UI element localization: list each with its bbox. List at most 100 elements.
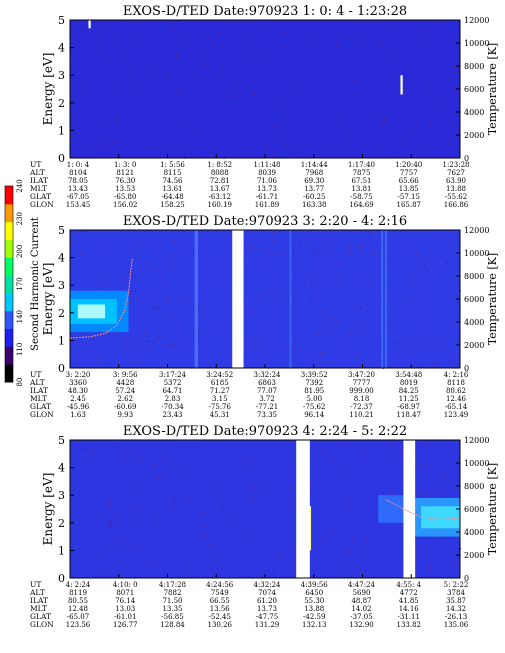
noise-speck: [456, 110, 458, 112]
noise-speck: [249, 536, 251, 538]
noise-speck: [116, 334, 118, 336]
noise-speck: [141, 27, 143, 29]
noise-speck: [438, 364, 440, 366]
noise-speck: [455, 561, 457, 563]
noise-speck: [441, 237, 443, 239]
noise-speck: [177, 445, 179, 447]
noise-speck: [126, 49, 128, 51]
ephemeris-value: -47.75: [256, 613, 278, 621]
noise-speck: [326, 140, 328, 142]
noise-speck: [232, 465, 234, 467]
noise-speck: [188, 141, 190, 143]
noise-speck: [83, 85, 85, 87]
noise-speck: [188, 574, 190, 576]
noise-speck: [156, 523, 158, 524]
noise-speck: [201, 472, 203, 474]
ephemeris-value: 3784: [447, 589, 465, 597]
noise-speck: [256, 251, 258, 253]
ephemeris-row-label: ILAT: [30, 386, 48, 395]
noise-speck: [80, 254, 82, 256]
noise-speck: [157, 477, 159, 479]
noise-speck: [359, 278, 361, 280]
noise-speck: [340, 47, 342, 49]
noise-speck: [452, 450, 454, 452]
ephemeris-row-label: GLON: [30, 620, 54, 629]
ephemeris-value: 3:32:24: [254, 371, 282, 379]
ephemeris-value: 4:47:24: [348, 581, 376, 589]
noise-speck: [150, 117, 152, 119]
noise-speck: [165, 81, 167, 83]
noise-speck: [268, 77, 270, 79]
noise-speck: [82, 504, 84, 506]
noise-speck: [293, 544, 295, 546]
noise-speck: [402, 524, 404, 525]
noise-speck: [148, 303, 150, 304]
noise-speck: [185, 511, 187, 512]
noise-speck: [207, 64, 209, 66]
noise-speck: [372, 466, 374, 468]
noise-speck: [233, 509, 235, 511]
noise-speck: [439, 339, 441, 341]
y-tick-label: 4: [58, 462, 65, 475]
noise-speck: [107, 152, 109, 154]
noise-speck: [231, 363, 233, 365]
noise-speck: [293, 301, 295, 303]
noise-speck: [175, 55, 177, 57]
colorbar-segment: [5, 257, 13, 276]
noise-speck: [414, 85, 416, 86]
noise-speck: [257, 540, 259, 542]
noise-speck: [357, 255, 359, 257]
noise-speck: [229, 473, 231, 475]
y2-axis-label: Temperature [K]: [486, 463, 499, 555]
noise-speck: [427, 46, 429, 48]
ephemeris-value: 128.84: [160, 621, 185, 629]
noise-speck: [132, 289, 134, 291]
ephemeris-value: 5690: [353, 589, 371, 597]
noise-speck: [132, 40, 134, 42]
noise-speck: [135, 358, 137, 360]
noise-speck: [142, 138, 144, 140]
noise-speck: [432, 344, 434, 346]
noise-speck: [314, 271, 316, 273]
noise-speck: [144, 332, 146, 333]
noise-speck: [164, 92, 166, 93]
noise-speck: [219, 150, 221, 152]
noise-speck: [436, 267, 438, 269]
noise-speck: [315, 134, 317, 136]
noise-speck: [344, 547, 346, 549]
noise-speck: [370, 275, 372, 277]
noise-speck: [158, 37, 161, 39]
bright-feature: [381, 230, 384, 368]
noise-speck: [70, 42, 72, 44]
noise-speck: [220, 320, 222, 322]
noise-speck: [296, 232, 298, 234]
noise-speck: [236, 541, 238, 542]
noise-speck: [209, 49, 211, 51]
noise-speck: [276, 56, 278, 58]
noise-speck: [118, 543, 120, 545]
noise-speck: [279, 136, 281, 138]
noise-speck: [201, 313, 203, 315]
noise-speck: [96, 53, 98, 55]
data-gap: [403, 440, 416, 578]
noise-speck: [427, 89, 429, 91]
noise-speck: [364, 451, 366, 453]
ephemeris-value: 3:24:52: [206, 371, 233, 379]
noise-speck: [273, 96, 275, 98]
noise-speck: [382, 245, 384, 247]
noise-speck: [258, 29, 260, 31]
ephemeris-value: -42.59: [303, 613, 325, 621]
noise-speck: [277, 556, 279, 558]
ephemeris-value: 163.38: [302, 201, 327, 209]
noise-speck: [216, 535, 218, 537]
noise-speck: [429, 27, 431, 29]
ephemeris-value: 23.43: [162, 411, 182, 419]
noise-speck: [81, 149, 83, 151]
noise-speck: [431, 28, 433, 30]
colorbar-segment: [5, 364, 13, 383]
noise-speck: [225, 321, 227, 323]
noise-speck: [236, 515, 238, 517]
ephemeris-value: 45.31: [210, 411, 230, 419]
noise-speck: [277, 304, 279, 306]
noise-speck: [259, 520, 261, 522]
